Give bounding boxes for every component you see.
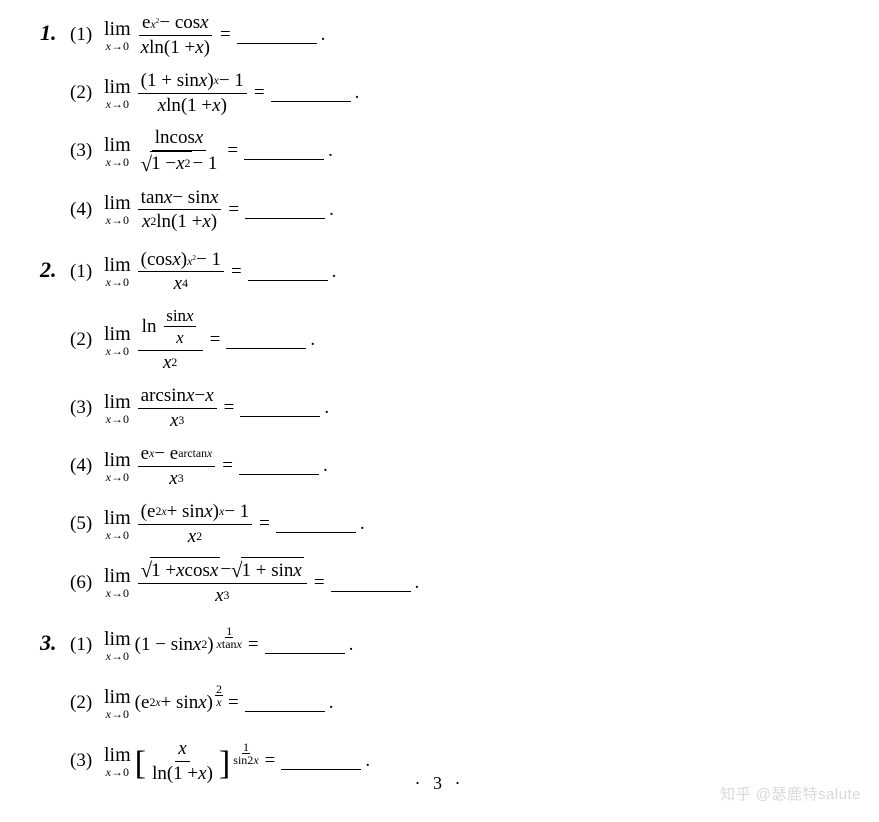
problem-number: 3.: [40, 630, 70, 656]
answer-slot: =.: [224, 199, 333, 221]
answer-slot: =.: [244, 634, 353, 656]
math-expression: limx→0(1 − sinx2)1xtanx=.: [104, 629, 353, 662]
limit-operator: limx→0: [104, 392, 131, 425]
fraction: (e2x + sinx)x − 1x2: [138, 500, 253, 549]
math-expression: limx→0 (1 + sinx)x − 1x ln(1 + x)=.: [104, 69, 359, 118]
answer-slot: =.: [220, 397, 329, 419]
problem: 1.(1)limx→0ex2 − cosxx ln(1 + x)=.(2)lim…: [40, 10, 851, 243]
answer-blank[interactable]: [245, 204, 325, 219]
math-expression: limx→0 (e2x + sinx)x − 1x2=.: [104, 500, 365, 549]
answer-slot: =.: [206, 329, 315, 351]
limit-operator: limx→0: [104, 135, 131, 168]
subproblem: (4)limx→0 tanx − sinxx2ln(1 + x)=.: [70, 185, 851, 235]
subproblem: (3)limx→0 arcsinx − xx3=.: [70, 383, 851, 433]
answer-blank[interactable]: [281, 755, 361, 770]
subproblem-index: (4): [70, 199, 104, 221]
subproblem-index: (2): [70, 82, 104, 104]
answer-blank[interactable]: [240, 402, 320, 417]
answer-blank[interactable]: [245, 697, 325, 712]
subproblem-index: (2): [70, 692, 104, 714]
limit-operator: limx→0: [104, 629, 131, 662]
problem: 3.(1)limx→0(1 − sinx2)1xtanx=.(2)limx→0(…: [40, 620, 851, 794]
limit-operator: limx→0: [104, 508, 131, 541]
fraction: tanx − sinxx2ln(1 + x): [138, 186, 222, 235]
answer-blank[interactable]: [276, 518, 356, 533]
subproblem-index: (4): [70, 455, 104, 477]
subproblem-index: (1): [70, 261, 104, 283]
answer-blank[interactable]: [331, 577, 411, 592]
limit-operator: limx→0: [104, 255, 131, 288]
fraction: ex − earctanxx3: [138, 442, 216, 491]
fraction: ln sinxxx2: [138, 305, 203, 375]
answer-slot: =.: [223, 140, 332, 162]
math-expression: limx→0 ex − earctanxx3=.: [104, 442, 328, 491]
subproblem: (2)limx→0(e2x + sinx)2x=.: [70, 678, 851, 728]
subproblem: (1)limx→0(1 − sinx2)1xtanx=.: [70, 620, 851, 670]
subproblem: (2)limx→0 (1 + sinx)x − 1x ln(1 + x)=.: [70, 68, 851, 118]
subproblem-index: (1): [70, 24, 104, 46]
subproblem-index: (3): [70, 750, 104, 772]
limit-operator: limx→0: [104, 566, 131, 599]
answer-blank[interactable]: [271, 87, 351, 102]
subproblem: (5)limx→0 (e2x + sinx)x − 1x2=.: [70, 499, 851, 549]
subproblem: (3)limx→0 lncosx1 − x2 − 1=.: [70, 126, 851, 177]
answer-slot: =.: [261, 750, 370, 772]
subproblem: (6)limx→0 1 + x cosx − 1 + sinxx3=.: [70, 557, 851, 608]
watermark: 知乎 @瑟鹿特salute: [720, 783, 861, 804]
math-expression: limx→0 (cosx)x2 − 1x4=.: [104, 248, 336, 297]
problem-number: 2.: [40, 257, 70, 283]
answer-blank[interactable]: [244, 145, 324, 160]
problem-number: 1.: [40, 20, 70, 46]
answer-blank[interactable]: [237, 29, 317, 44]
answer-slot: =.: [216, 24, 325, 46]
subproblem-index: (5): [70, 513, 104, 535]
math-expression: limx→0 tanx − sinxx2ln(1 + x)=.: [104, 186, 334, 235]
answer-slot: =.: [310, 572, 419, 594]
limit-operator: limx→0: [104, 77, 131, 110]
fraction: (cosx)x2 − 1x4: [138, 248, 224, 297]
limit-operator: limx→0: [104, 745, 131, 778]
answer-blank[interactable]: [239, 460, 319, 475]
limit-operator: limx→0: [104, 324, 131, 357]
limit-operator: limx→0: [104, 687, 131, 720]
subproblem-index: (1): [70, 634, 104, 656]
math-expression: limx→0 lncosx1 − x2 − 1=.: [104, 126, 333, 177]
problem: 2.(1)limx→0(cosx)x2 − 1x4=.(2)limx→0ln s…: [40, 247, 851, 616]
math-expression: limx→0 1 + x cosx − 1 + sinxx3=.: [104, 557, 419, 608]
subproblem: (4)limx→0 ex − earctanxx3=.: [70, 441, 851, 491]
math-expression: limx→0(e2x + sinx)2x=.: [104, 687, 333, 720]
subproblem: (2)limx→0 ln sinxxx2=.: [70, 305, 851, 375]
answer-slot: =.: [224, 692, 333, 714]
math-expression: limx→0 ln sinxxx2=.: [104, 305, 315, 375]
fraction: ex2 − cosxx ln(1 + x): [138, 11, 213, 60]
subproblem-index: (6): [70, 572, 104, 594]
answer-slot: =.: [227, 261, 336, 283]
limit-operator: limx→0: [104, 450, 131, 483]
subproblem-index: (3): [70, 140, 104, 162]
limit-operator: limx→0: [104, 193, 131, 226]
answer-slot: =.: [255, 513, 364, 535]
answer-blank[interactable]: [226, 334, 306, 349]
subproblem: (1)limx→0 (cosx)x2 − 1x4=.: [70, 247, 851, 297]
subproblem-index: (3): [70, 397, 104, 419]
subproblem-index: (2): [70, 329, 104, 351]
answer-slot: =.: [218, 455, 327, 477]
answer-blank[interactable]: [265, 639, 345, 654]
answer-slot: =.: [250, 82, 359, 104]
fraction: (1 + sinx)x − 1x ln(1 + x): [138, 69, 247, 118]
answer-blank[interactable]: [248, 266, 328, 281]
math-expression: limx→0[xln(1 + x)]1sin2x=.: [104, 737, 370, 786]
fraction: arcsinx − xx3: [138, 384, 217, 433]
subproblem: (1)limx→0 ex2 − cosxx ln(1 + x)=.: [70, 10, 851, 60]
math-expression: limx→0 ex2 − cosxx ln(1 + x)=.: [104, 11, 325, 60]
math-expression: limx→0 arcsinx − xx3=.: [104, 384, 329, 433]
page-number: · 3 ·: [415, 773, 465, 794]
fraction: lncosx1 − x2 − 1: [138, 126, 221, 177]
fraction: 1 + x cosx − 1 + sinxx3: [138, 557, 307, 608]
limit-operator: limx→0: [104, 19, 131, 52]
